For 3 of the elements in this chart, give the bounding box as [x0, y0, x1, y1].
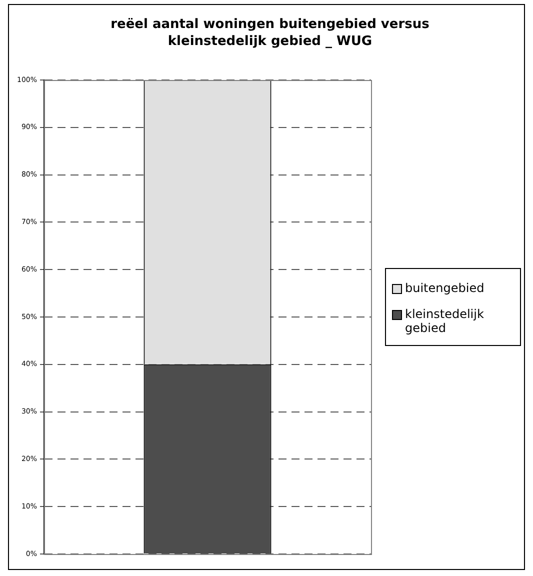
chart-title: reëel aantal woningen buitengebied versus kleinstedelijk gebied _ WUG: [110, 16, 430, 50]
legend-label: buitengebied: [405, 281, 484, 295]
legend-label: kleinstedelijk gebied: [405, 307, 485, 335]
